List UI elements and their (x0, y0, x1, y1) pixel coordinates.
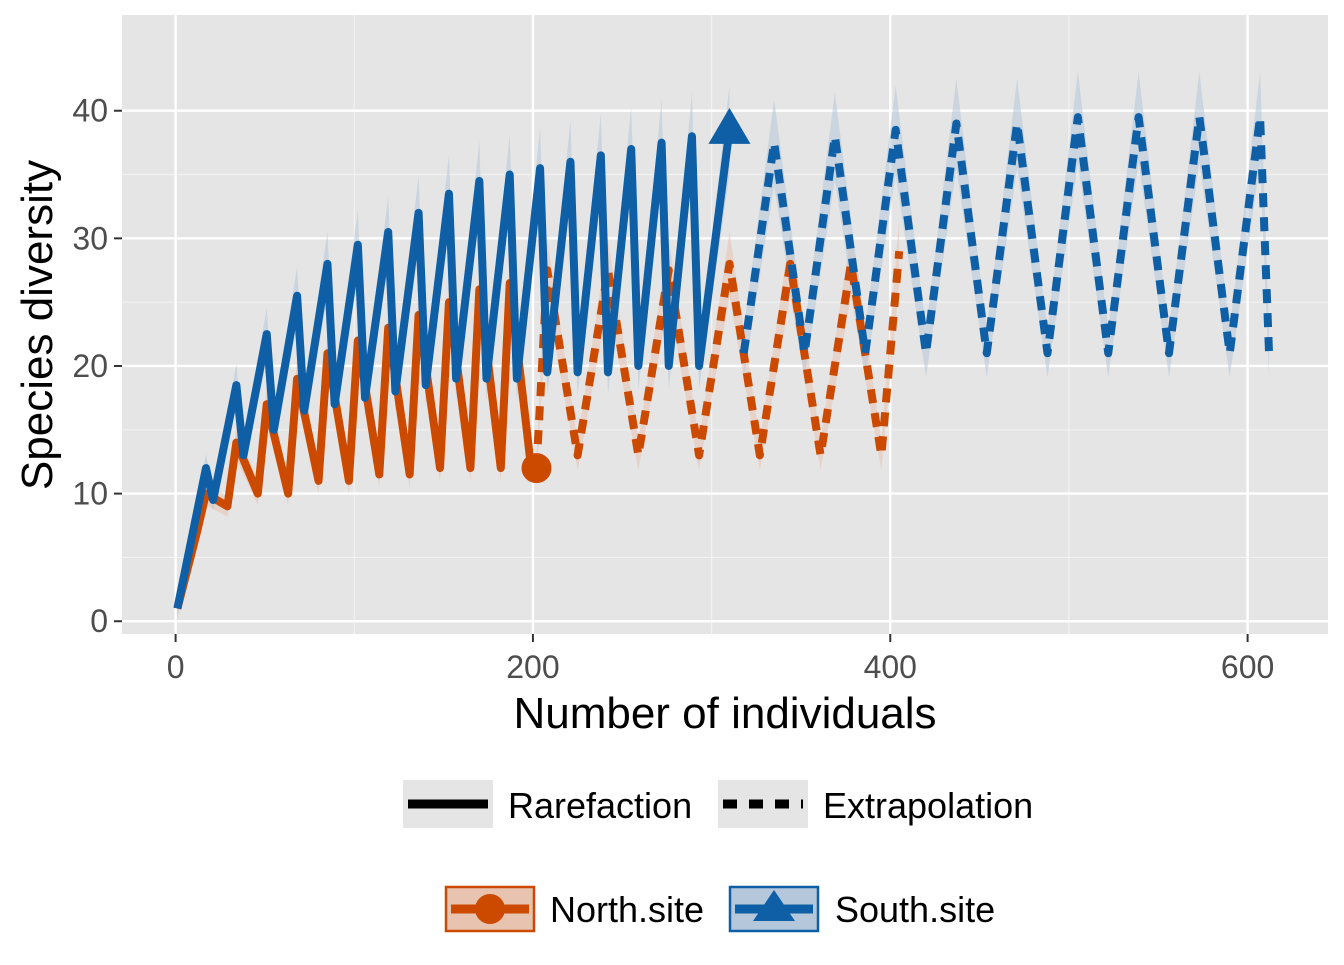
north-site-extrapolation-line (532, 250, 904, 469)
south-site-rarefaction-line (173, 129, 734, 610)
x-axis-ticks: 0 200 400 600 (167, 634, 1274, 685)
y-tick-label: 0 (90, 603, 108, 639)
y-axis-ticks: 0 10 20 30 40 (72, 93, 122, 639)
y-tick-label: 10 (72, 476, 108, 512)
y-tick-label: 20 (72, 348, 108, 384)
confidence-ribbon (536, 217, 900, 482)
triangle-marker-icon (753, 890, 795, 921)
observed-points (521, 107, 751, 484)
series-lines (173, 113, 1274, 610)
legend-label-rarefaction: Rarefaction (508, 785, 692, 826)
legend-label-north-site: North.site (550, 889, 704, 930)
circle-marker-icon (475, 894, 505, 924)
legend-label-south-site: South.site (835, 889, 995, 930)
x-axis-title: Number of individuals (513, 689, 936, 738)
y-axis-title: Species diversity (13, 160, 62, 490)
x-tick-label: 0 (167, 649, 185, 685)
linetype-legend: Rarefaction Extrapolation (403, 780, 1033, 828)
north-site-observed-point (521, 453, 552, 484)
legend-label-extrapolation: Extrapolation (823, 785, 1033, 826)
south-site-observed-point (708, 107, 751, 144)
plot-panel (122, 15, 1328, 634)
x-tick-label: 200 (506, 649, 559, 685)
x-tick-label: 400 (864, 649, 917, 685)
y-tick-label: 40 (72, 93, 108, 129)
site-legend: North.site South.site (444, 885, 995, 933)
y-tick-label: 30 (72, 220, 108, 256)
x-tick-label: 600 (1221, 649, 1274, 685)
